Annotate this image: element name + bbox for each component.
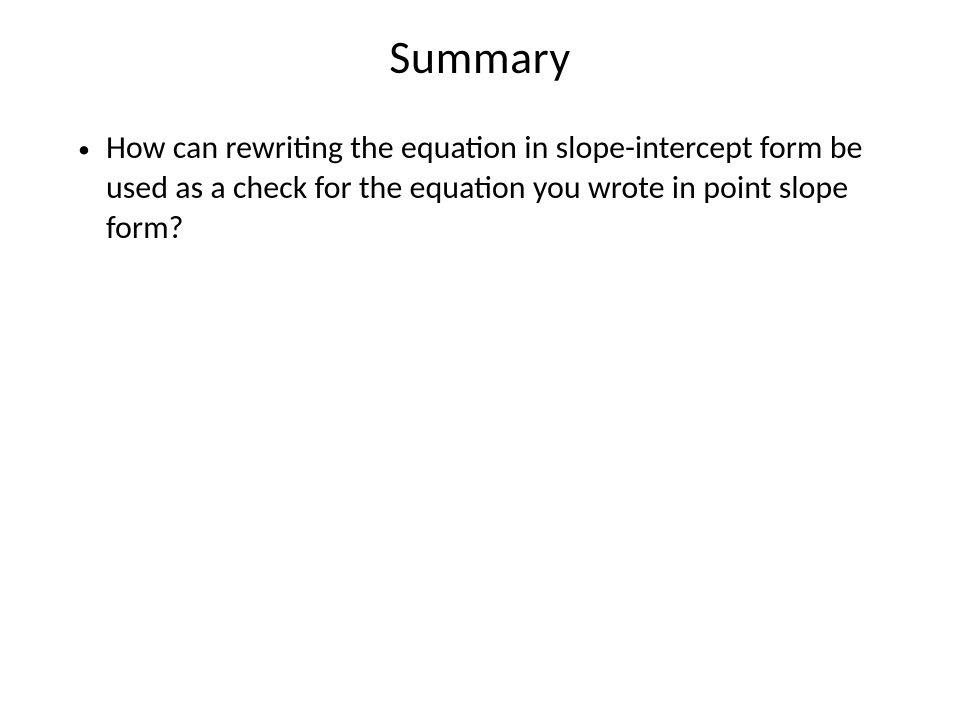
bullet-item: • How can rewriting the equation in slop… (78, 128, 900, 248)
slide-container: Summary • How can rewriting the equation… (0, 0, 960, 720)
slide-content: • How can rewriting the equation in slop… (60, 128, 900, 248)
bullet-text: How can rewriting the equation in slope-… (106, 128, 900, 248)
bullet-marker-icon: • (78, 128, 90, 172)
slide-title: Summary (60, 30, 900, 86)
